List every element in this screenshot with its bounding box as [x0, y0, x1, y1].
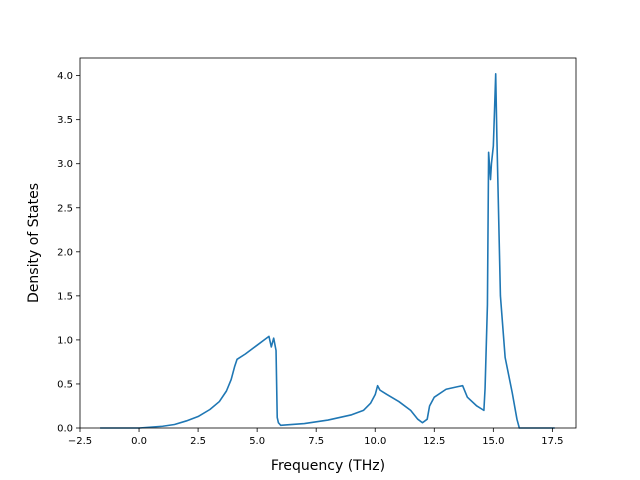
- plot-area: [80, 58, 576, 428]
- y-tick-label: 1.0: [57, 335, 73, 346]
- plot-frame: [79, 57, 577, 429]
- y-tick-label: 1.5: [57, 291, 73, 302]
- y-axis-ticks: 0.0 0.5 1.0 1.5 2.0 2.5 3.0 3.5 4.0: [57, 71, 80, 435]
- x-tick-label: 10.0: [364, 436, 386, 447]
- x-tick-label: 15.0: [482, 436, 504, 447]
- y-tick-label: 2.0: [57, 247, 73, 258]
- x-axis-ticks: −2.5 0.0 2.5 5.0 7.5 10.0 12.5 15.0 17.5: [68, 428, 564, 447]
- x-tick-label: 7.5: [308, 436, 324, 447]
- y-tick-label: 3.0: [57, 159, 73, 170]
- x-tick-label: 5.0: [249, 436, 265, 447]
- x-tick-label: −2.5: [68, 436, 92, 447]
- y-tick-label: 4.0: [57, 71, 73, 82]
- x-axis-label: Frequency (THz): [271, 458, 385, 474]
- x-tick-label: 2.5: [190, 436, 206, 447]
- y-tick-label: 3.5: [57, 115, 73, 126]
- x-tick-label: 17.5: [541, 436, 563, 447]
- y-tick-label: 0.0: [57, 424, 73, 435]
- y-axis-label: Density of States: [26, 183, 42, 303]
- series-layer: [100, 73, 555, 429]
- x-tick-label: 12.5: [423, 436, 445, 447]
- y-tick-label: 0.5: [57, 379, 73, 390]
- y-tick-label: 2.5: [57, 203, 73, 214]
- x-tick-label: 0.0: [131, 436, 147, 447]
- dos-series-line: [100, 73, 555, 429]
